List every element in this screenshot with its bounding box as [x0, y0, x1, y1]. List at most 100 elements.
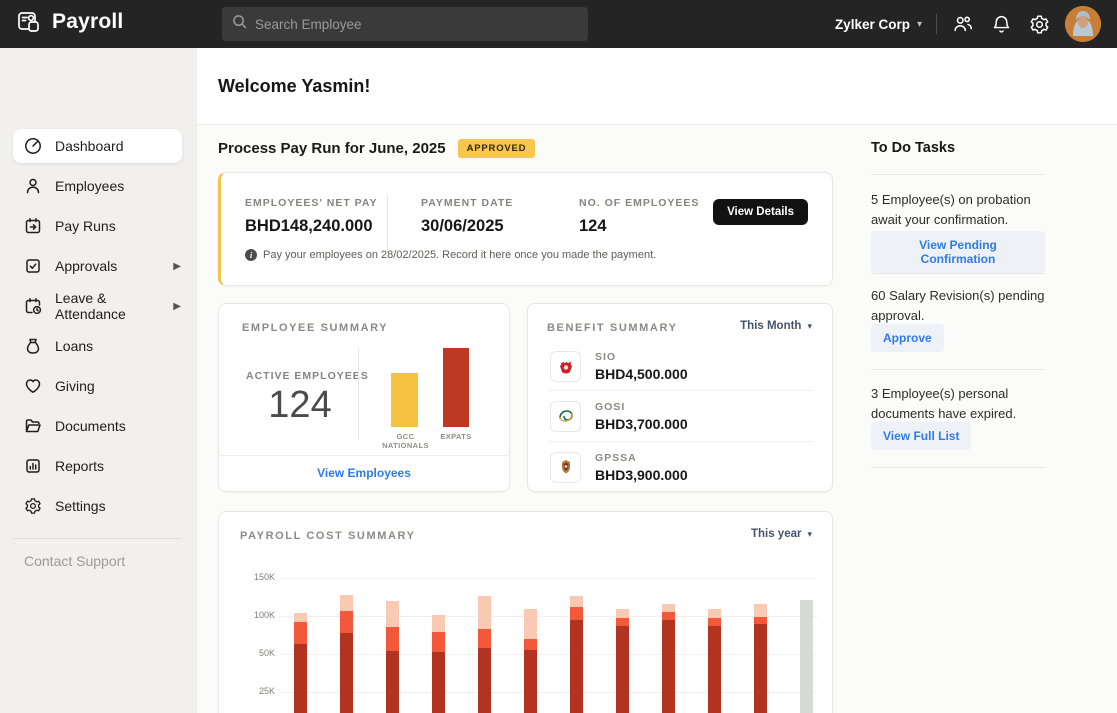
- bell-icon[interactable]: [989, 12, 1013, 36]
- dashboard-icon: [24, 137, 42, 155]
- stacked-bar-segment: [708, 618, 721, 626]
- benefit-name: GPSSA: [595, 451, 637, 464]
- users-icon[interactable]: [951, 12, 975, 36]
- sidebar-item-leave-attendance[interactable]: Leave & Attendance ▶: [0, 286, 197, 326]
- sidebar-item-reports[interactable]: Reports: [0, 446, 197, 486]
- sidebar-item-label: Dashboard: [55, 138, 124, 154]
- app-logo[interactable]: Payroll: [16, 9, 123, 35]
- gear-icon[interactable]: [1027, 12, 1051, 36]
- stat-label: NO. OF EMPLOYEES: [579, 197, 700, 209]
- benefit-name: SIO: [595, 350, 617, 363]
- gpssa-emblem-icon: [550, 451, 581, 483]
- payrun-note-text: Pay your employees on 28/02/2025. Record…: [263, 249, 657, 261]
- sidebar-item-documents[interactable]: Documents: [0, 406, 197, 446]
- mini-bar-label: EXPATS: [440, 432, 472, 441]
- org-switcher[interactable]: Zylker Corp ▾: [835, 17, 922, 32]
- heart-icon: [24, 377, 42, 395]
- benefit-summary-card: BENEFIT SUMMARY This Month ▾ SIO BHD4,50…: [527, 303, 833, 492]
- benefit-row-gpssa: GPSSA BHD3,900.000: [550, 447, 812, 487]
- gear-icon: [24, 497, 42, 515]
- person-icon: [24, 177, 42, 195]
- stacked-bar-segment: [708, 609, 721, 619]
- todo-divider: [871, 467, 1045, 468]
- y-axis-tick: 25K: [258, 686, 275, 696]
- cost-period-dropdown[interactable]: This year ▾: [751, 528, 812, 540]
- stat-value: 30/06/2025: [421, 217, 504, 235]
- sidebar-item-label: Leave & Attendance: [55, 290, 126, 322]
- card-footer-divider: [219, 455, 509, 456]
- sidebar-item-approvals[interactable]: Approvals ▶: [0, 246, 197, 286]
- employee-mini-chart: [379, 344, 499, 427]
- search-icon: [232, 14, 247, 34]
- calendar-arrow-icon: [24, 217, 42, 235]
- sidebar-item-pay-runs[interactable]: Pay Runs: [0, 206, 197, 246]
- sidebar-item-employees[interactable]: Employees: [0, 166, 197, 206]
- stat-net-pay: EMPLOYEES' NET PAY BHD148,240.000: [245, 197, 378, 236]
- sidebar-item-loans[interactable]: Loans: [0, 326, 197, 366]
- stacked-bar-segment: [340, 632, 353, 713]
- benefit-row-gosi: GOSI BHD3,700.000: [550, 396, 812, 436]
- benefit-value: BHD3,700.000: [595, 415, 688, 432]
- stacked-bar-segment: [524, 609, 537, 639]
- stat-employee-count: NO. OF EMPLOYEES 124: [579, 197, 699, 236]
- stacked-bar-segment: [708, 625, 721, 713]
- sidebar-item-label: Pay Runs: [55, 218, 116, 234]
- gosi-emblem-icon: [550, 400, 581, 432]
- sidebar-item-label: Loans: [55, 338, 94, 354]
- page-title: Welcome Yasmin!: [218, 76, 371, 96]
- user-avatar[interactable]: [1065, 6, 1101, 42]
- stat-value: 124: [579, 217, 607, 235]
- app-name: Payroll: [52, 10, 124, 33]
- payrun-note: i Pay your employees on 28/02/2025. Reco…: [245, 249, 656, 261]
- sidebar-item-settings[interactable]: Settings: [0, 486, 197, 526]
- active-employees-label: ACTIVE EMPLOYEES: [246, 370, 369, 382]
- stacked-bar-segment: [386, 600, 399, 627]
- stacked-bar-segment: [432, 615, 445, 632]
- stacked-bar-segment: [386, 626, 399, 651]
- view-full-list-button[interactable]: View Full List: [871, 422, 972, 450]
- stat-separator: [387, 195, 388, 253]
- gridline: [281, 578, 817, 579]
- sidebar-item-giving[interactable]: Giving: [0, 366, 197, 406]
- benefit-period-dropdown[interactable]: This Month ▾: [740, 320, 812, 332]
- benefit-period-value: This Month: [740, 320, 802, 332]
- stacked-bar-segment: [754, 623, 767, 713]
- view-pending-confirmation-button[interactable]: View Pending Confirmation: [871, 231, 1045, 273]
- row-divider: [550, 390, 812, 391]
- card-title: BENEFIT SUMMARY: [547, 322, 678, 334]
- payrun-title-row: Process Pay Run for June, 2025 APPROVED: [218, 139, 536, 158]
- stacked-bar-segment: [478, 596, 491, 629]
- vertical-divider: [358, 348, 359, 440]
- contact-support-link[interactable]: Contact Support: [24, 553, 126, 569]
- status-badge: APPROVED: [457, 139, 536, 158]
- view-details-button[interactable]: View Details: [713, 199, 808, 225]
- todo-task-text: 3 Employee(s) personal documents have ex…: [871, 386, 1017, 422]
- search-box[interactable]: [222, 7, 588, 41]
- stacked-bar-segment: [478, 647, 491, 713]
- y-axis-tick: 150K: [253, 572, 275, 582]
- stacked-bar-segment: [340, 594, 353, 612]
- benefit-value: BHD4,500.000: [595, 365, 688, 382]
- approve-button[interactable]: Approve: [871, 324, 944, 352]
- stat-payment-date: PAYMENT DATE 30/06/2025: [421, 197, 513, 236]
- employee-summary-card: EMPLOYEE SUMMARY ACTIVE EMPLOYEES 124 GC…: [218, 303, 510, 492]
- sidebar-item-dashboard[interactable]: Dashboard: [13, 129, 182, 163]
- view-employees-link[interactable]: View Employees: [317, 466, 411, 480]
- stat-value: BHD148,240.000: [245, 217, 373, 235]
- search-input[interactable]: [255, 16, 578, 32]
- sio-emblem-icon: [550, 350, 581, 382]
- payroll-cost-summary-card: PAYROLL COST SUMMARY This year ▾ 150K 10…: [218, 511, 833, 713]
- stacked-bar-segment: [570, 596, 583, 607]
- sidebar: Dashboard Employees Pay Runs: [0, 48, 197, 713]
- stacked-bar-segment: [570, 619, 583, 713]
- chevron-down-icon: ▾: [916, 18, 922, 30]
- stat-label: EMPLOYEES' NET PAY: [245, 197, 378, 209]
- benefit-name: GOSI: [595, 400, 626, 413]
- chevron-down-icon: ▾: [807, 528, 812, 539]
- gridline: [281, 692, 817, 693]
- todo-title: To Do Tasks: [871, 140, 956, 156]
- stacked-bar-segment: [616, 625, 629, 713]
- y-axis-tick: 100K: [253, 610, 275, 620]
- stacked-bar-segment: [524, 650, 537, 713]
